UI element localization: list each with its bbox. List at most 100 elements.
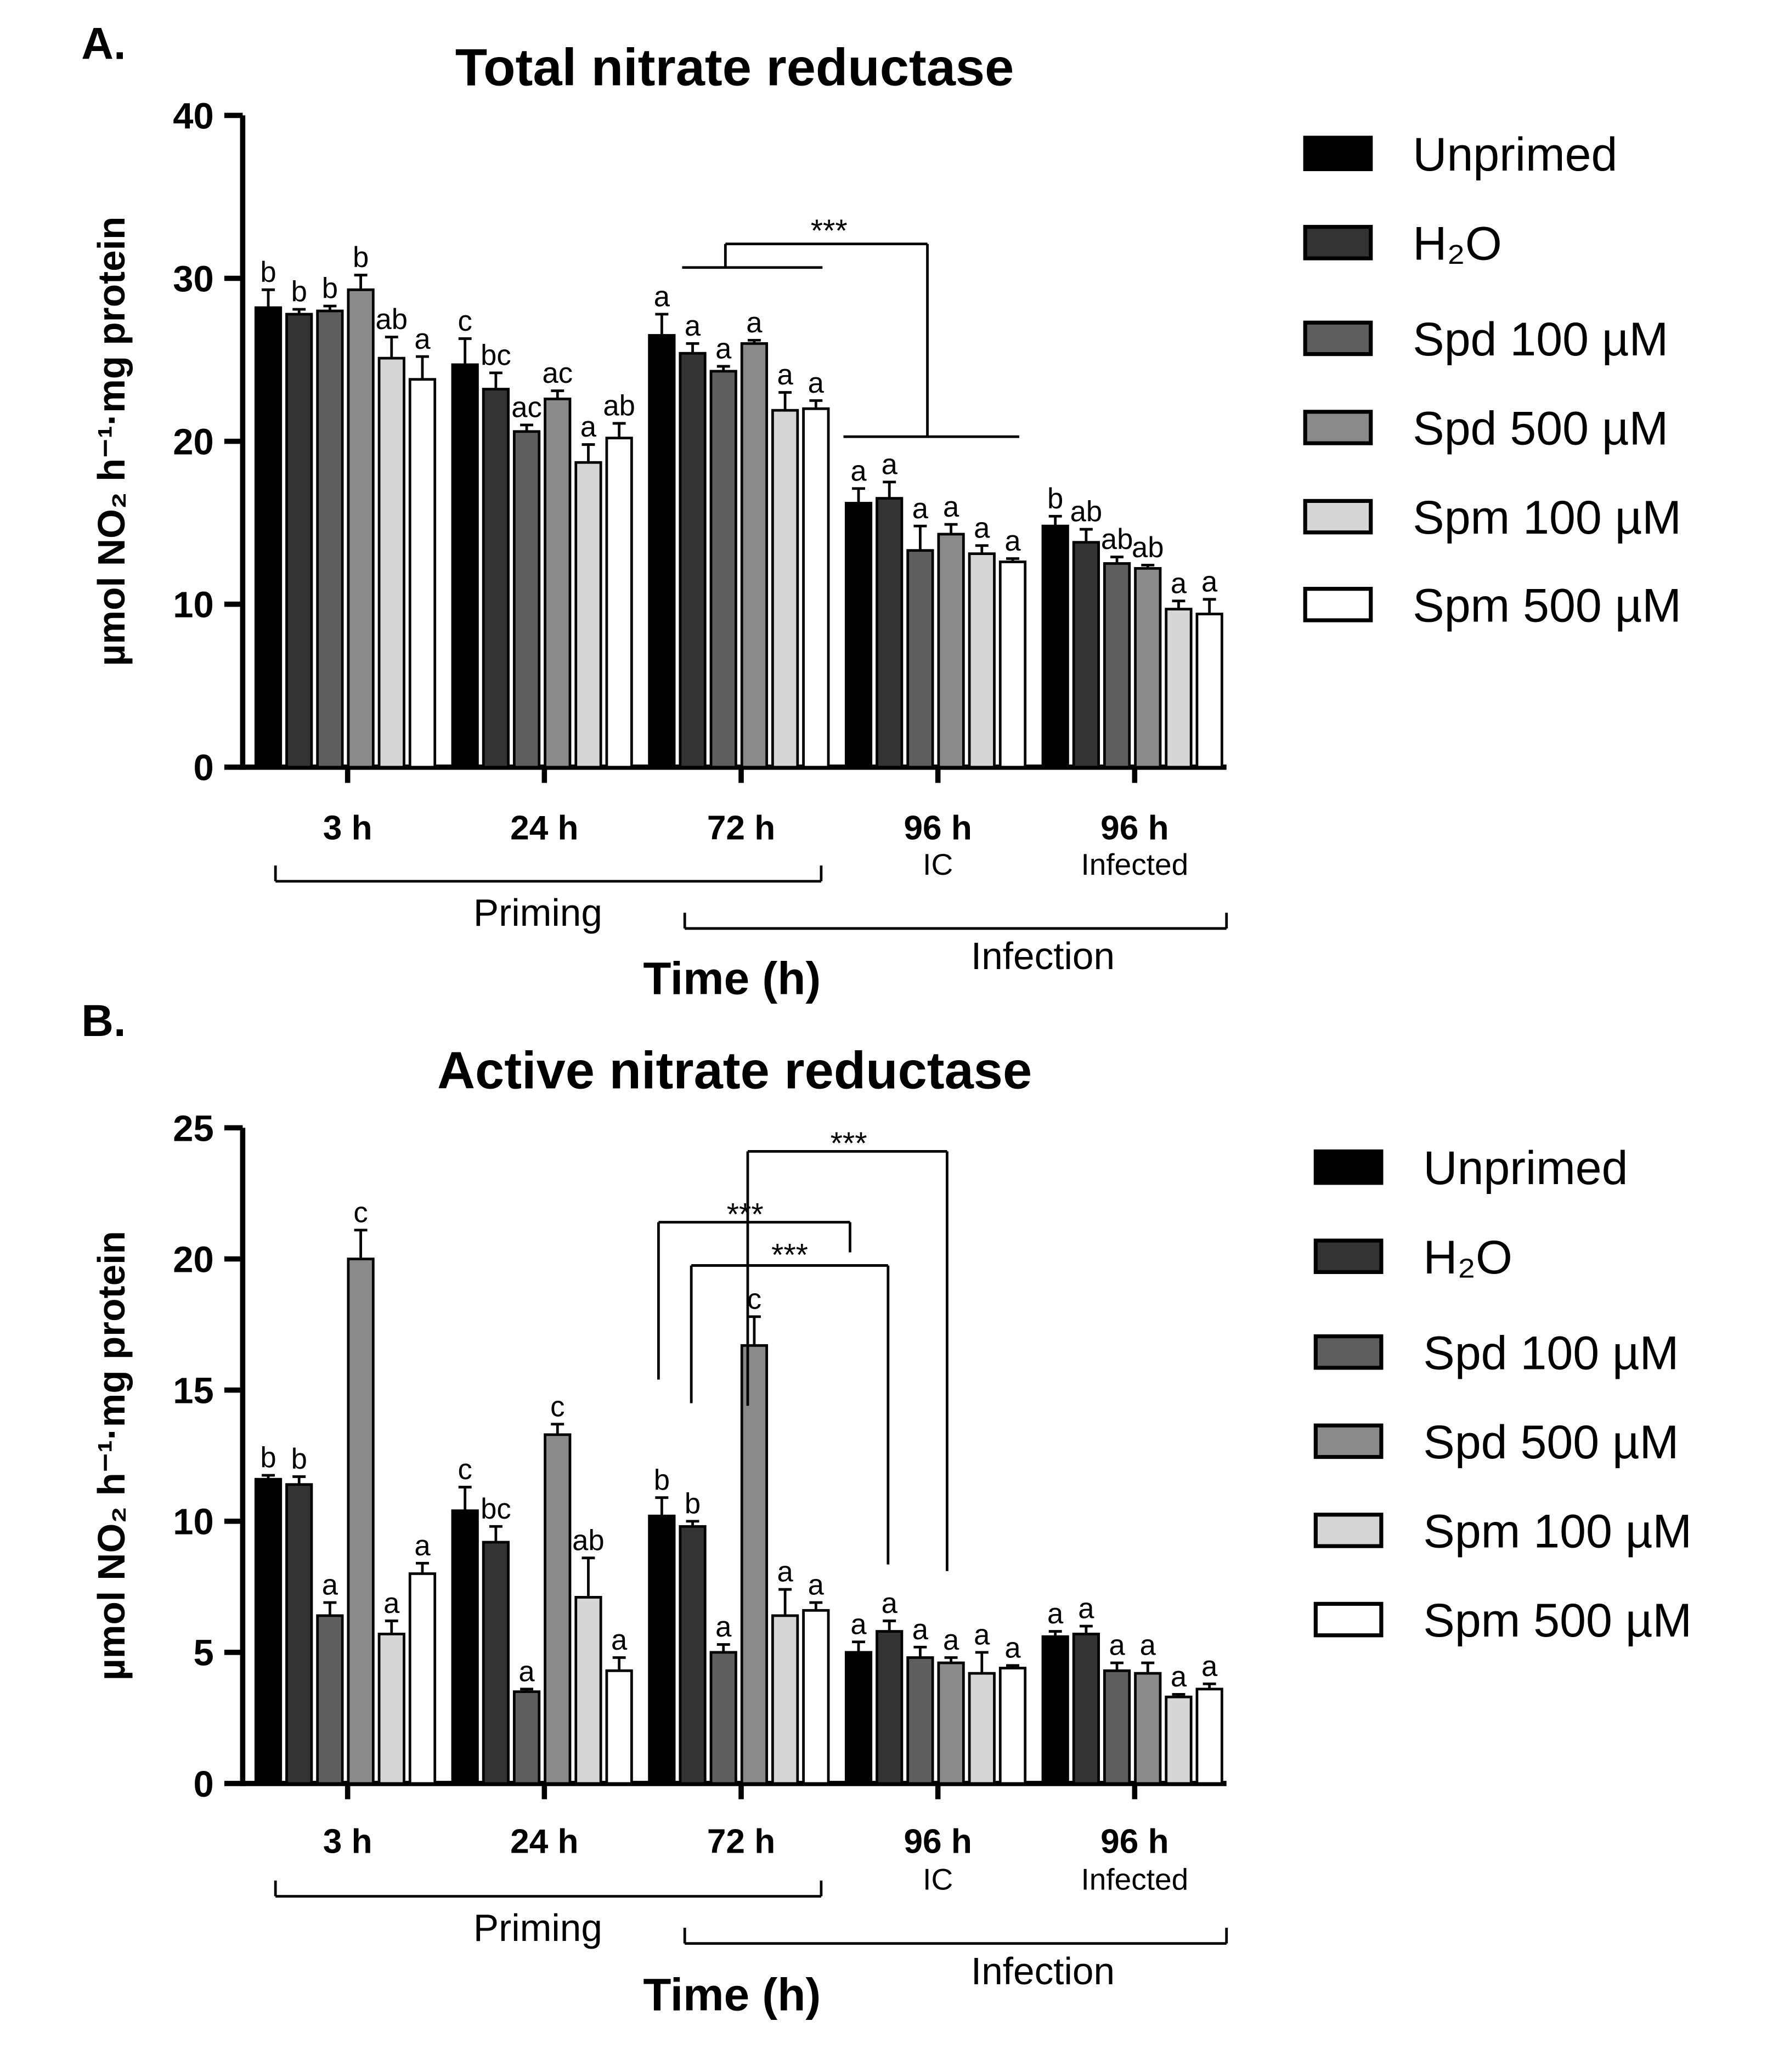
- legend-label: Spm 500 µM: [1423, 1594, 1692, 1647]
- significance-letter: bc: [481, 1493, 511, 1525]
- significance-letter: a: [414, 323, 431, 355]
- priming-label: Priming: [473, 891, 602, 934]
- bar: [648, 1514, 676, 1785]
- chart-active-nitrate-reductase: B. Active nitrate reductase 0 5 10 15 20 25 µmol…: [81, 996, 1692, 2020]
- bar: [316, 309, 344, 769]
- significance-letter: ab: [376, 303, 408, 336]
- bar: [802, 407, 830, 769]
- significance-letter: a: [1004, 1632, 1021, 1664]
- bar: [1134, 567, 1162, 769]
- significance-letter: a: [580, 411, 597, 443]
- significance-letter: a: [777, 1556, 793, 1588]
- significance-letter: a: [1201, 1650, 1218, 1683]
- significance-letter: a: [322, 1569, 338, 1601]
- bar: [1041, 1635, 1069, 1785]
- bar: [451, 363, 479, 769]
- x-category-sublabel: Infected: [1081, 1862, 1189, 1896]
- bar: [709, 370, 737, 769]
- significance-letter: ac: [511, 392, 542, 424]
- bar: [512, 430, 541, 769]
- bar: [544, 397, 572, 769]
- legend-label: Spd 100 µM: [1413, 313, 1668, 366]
- significance-letter: a: [850, 1608, 867, 1640]
- x-category-label: 96 h: [1100, 809, 1168, 847]
- significance-stars: ***: [771, 1237, 808, 1272]
- x-axis-label: Time (h): [643, 1969, 821, 2020]
- significance-letter: a: [611, 1624, 628, 1656]
- bar: [906, 1656, 934, 1785]
- x-category-label: 72 h: [707, 809, 775, 847]
- significance-stars: ***: [727, 1197, 764, 1232]
- bar: [802, 1609, 830, 1785]
- y-tick-label: 5: [194, 1633, 214, 1674]
- bar: [648, 334, 676, 769]
- bar: [482, 388, 510, 769]
- significance-stars: ***: [831, 1126, 867, 1161]
- x-category-label: 96 h: [904, 1823, 972, 1861]
- bar: [937, 533, 965, 769]
- legend-label: Spm 100 µM: [1423, 1505, 1692, 1558]
- legend-label: Spm 100 µM: [1413, 491, 1681, 544]
- legend-swatch: [1303, 587, 1373, 622]
- bar: [605, 437, 633, 769]
- y-axis-label: µmol NO₂ h⁻¹·mg protein: [90, 1231, 133, 1680]
- bar: [254, 306, 283, 769]
- bar: [1165, 608, 1193, 769]
- x-category-sublabel: IC: [923, 1862, 953, 1896]
- bar: [482, 1541, 510, 1785]
- x-category-label: 24 h: [510, 809, 578, 847]
- significance-letter: c: [353, 1197, 368, 1229]
- significance-letter: a: [943, 1624, 959, 1656]
- bar: [998, 561, 1027, 769]
- significance-letter: a: [685, 310, 701, 342]
- bar: [544, 1433, 572, 1785]
- significance-letter: a: [654, 281, 670, 313]
- bar: [347, 288, 375, 769]
- x-category-sublabel: Infected: [1081, 847, 1189, 881]
- bar: [679, 352, 707, 769]
- significance-letter: a: [746, 307, 763, 339]
- bar: [512, 1690, 541, 1785]
- y-tick-label: 20: [173, 422, 213, 463]
- y-axis-label: µmol NO₂ h⁻¹·mg protein: [90, 217, 133, 666]
- bar: [771, 1614, 799, 1785]
- chart-total-nitrate-reductase: A. Total nitrate reductase 0 10 20 30 40 µmol N…: [81, 19, 1681, 1004]
- chart-title: Active nitrate reductase: [437, 1041, 1032, 1100]
- y-tick-label: 15: [173, 1371, 213, 1412]
- x-category-label: 24 h: [510, 1823, 578, 1861]
- significance-letter: a: [1201, 565, 1218, 598]
- y-tick-label: 20: [173, 1239, 213, 1280]
- significance-letter: ab: [572, 1524, 605, 1556]
- y-tick-label: 10: [173, 1502, 213, 1543]
- significance-letter: ac: [542, 357, 573, 389]
- bar: [844, 502, 873, 769]
- legend-swatch: [1303, 225, 1373, 261]
- significance-letter: b: [322, 273, 338, 305]
- legend-label: Spd 100 µM: [1423, 1327, 1679, 1379]
- significance-letter: c: [747, 1283, 761, 1315]
- significance-letter: a: [1171, 567, 1187, 599]
- legend-swatch: [1313, 1601, 1384, 1638]
- significance-letter: b: [654, 1464, 670, 1496]
- significance-letter: a: [414, 1530, 431, 1562]
- priming-label: Priming: [473, 1906, 602, 1949]
- significance-letter: ab: [1132, 531, 1164, 564]
- significance-letter: a: [1171, 1661, 1187, 1693]
- bar: [906, 549, 934, 769]
- x-category-label: 96 h: [904, 809, 972, 847]
- bar: [771, 409, 799, 769]
- significance-letter: a: [518, 1655, 535, 1688]
- significance-letter: b: [260, 256, 276, 288]
- bar: [254, 1477, 283, 1785]
- panel-label: A.: [81, 19, 126, 69]
- significance-letter: a: [974, 1618, 990, 1651]
- legend-swatch: [1313, 1513, 1384, 1548]
- bar: [377, 356, 405, 769]
- bar: [574, 461, 602, 769]
- bar: [1103, 562, 1131, 769]
- legend-label: Unprimed: [1423, 1142, 1628, 1194]
- y-tick-label: 10: [173, 585, 213, 626]
- legend-swatch: [1303, 135, 1373, 172]
- panel-label: B.: [81, 996, 126, 1046]
- infection-label: Infection: [971, 1950, 1115, 1992]
